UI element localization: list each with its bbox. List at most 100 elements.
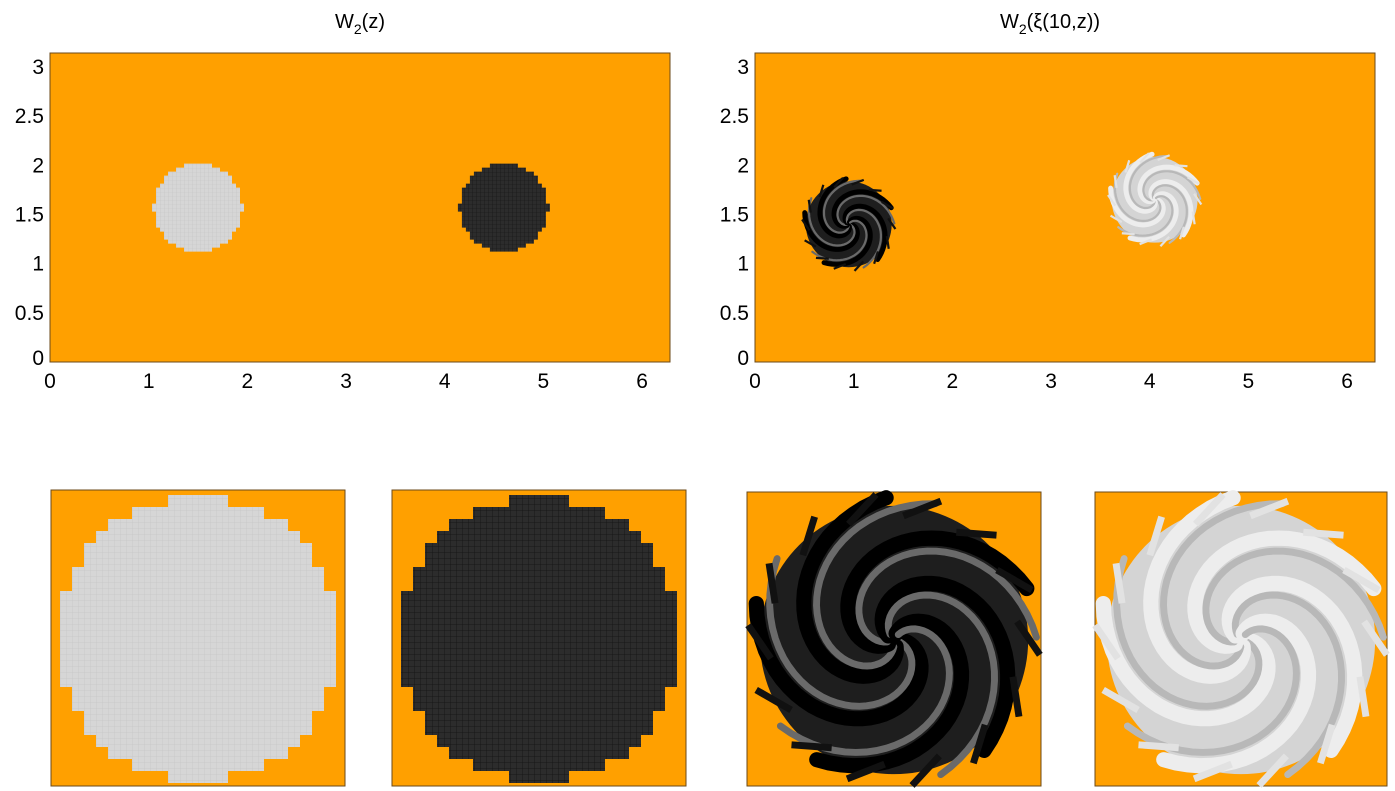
zoom-inset-3-swirl-fringe (1014, 619, 1043, 657)
chart-0-x-tick-label: 5 (538, 370, 550, 393)
chart-0-y-tick-label: 2.5 (15, 105, 44, 128)
zoom-inset-3-swirl-arm (809, 613, 970, 774)
chart-1-region-1-swirl-arm (1142, 170, 1202, 202)
chart-0-x-tick-label: 3 (340, 370, 352, 393)
chart-1-region-1-swirl-fringe (1139, 152, 1150, 164)
zoom-inset-4-swirl-fringe (1356, 676, 1370, 718)
chart-1-region-0-swirl-fringe (833, 262, 847, 270)
chart-1-region-0-swirl-fringe (807, 199, 812, 213)
chart-1-x-tick-label: 3 (1045, 370, 1057, 393)
zoom-inset-4-swirl-fringe (1192, 760, 1233, 783)
zoom-inset-3-swirl-arm (840, 530, 1035, 654)
chart-1-y-tick-label: 3 (737, 56, 749, 79)
chart-left-regions (152, 163, 550, 252)
chart-1-region-0-swirl-fringe (887, 217, 897, 230)
zoom-insets (50, 489, 1390, 788)
zoom-inset-4-swirl-arm (1187, 530, 1382, 654)
zoom-inset-3-swirl-arm (855, 547, 1040, 646)
chart-1-region-1-swirl-arm (1137, 164, 1200, 205)
chart-1-region-0-swirl-arm (831, 189, 894, 229)
zoom-inset-3-swirl-fringe (902, 497, 943, 520)
chart-1-region-1-swirl-fringe (1109, 214, 1123, 224)
zoom-inset-3-swirl-fringe (846, 492, 879, 527)
zoom-inset-3-swirl-arm (813, 500, 939, 670)
zoom-inset-4-swirl-fringe (1146, 515, 1165, 557)
zoom-inset-1 (50, 489, 346, 787)
chart-0-y-tick-label: 1.5 (15, 203, 44, 226)
zoom-inset-4-swirl-fringe (1092, 623, 1121, 661)
chart-0-y-tick-label: 2 (32, 154, 44, 177)
chart-1-region-1-swirl-fringe (1121, 232, 1135, 236)
chart-1-region-0-swirl-arm (821, 215, 873, 267)
chart-0-x-tick-label: 4 (439, 370, 451, 393)
zoom-inset-4-swirl-arm (1095, 595, 1276, 727)
zoom-inset-4-swirl-fringe (1101, 686, 1140, 714)
chart-0-y-tick-label: 0 (32, 347, 44, 370)
chart-1-y-tick-label: 1 (737, 253, 749, 276)
chart-1-region-0-swirl-arm (802, 210, 860, 252)
chart-left-y-axis: 0 0.5 1 1.5 2 2.5 3 (15, 56, 44, 370)
chart-1-region-1-swirl-arm (1123, 151, 1158, 214)
zoom-inset-4-swirl-arm (1113, 555, 1263, 710)
chart-1-region-1-swirl-fringe (1124, 159, 1131, 173)
chart-1-region-0-swirl-fringe (853, 260, 865, 272)
zoom-inset-3-swirl-fringe (956, 528, 997, 539)
chart-1-region-1-swirl-fringe (1191, 211, 1196, 225)
chart-1-region-1-swirl-arm (1128, 154, 1170, 210)
chart-1-x-tick-label: 6 (1341, 370, 1353, 393)
zoom-inset-4-swirl-fringe (1361, 619, 1390, 657)
chart-1-region-1-swirl-fringe (1159, 236, 1170, 248)
chart-1-region-0-swirl-fringe (885, 235, 890, 249)
zoom-inset-4-swirl-arm (1156, 613, 1317, 774)
chart-right-x-axis: 0 1 2 3 4 5 6 (749, 370, 1353, 393)
chart-0-y-tick-label: 0.5 (15, 302, 44, 325)
zoom-inset-4-swirl-fringe (1317, 723, 1336, 765)
chart-0-region-0-disk (152, 163, 244, 252)
zoom-inset-4-swirl-fringe (1303, 528, 1344, 539)
chart-1-region-0-swirl-fringe (873, 251, 879, 265)
chart-0-x-tick-label: 6 (636, 370, 648, 393)
chart-1-region-1-swirl-fringe (1193, 193, 1203, 206)
zoom-inset-3-swirl-fringe (909, 753, 942, 788)
chart-1-region-0-swirl-fringe (815, 256, 829, 260)
chart-1-region-0-swirl-arm (811, 219, 868, 262)
zoom-inset-3-swirl-fringe (845, 760, 886, 783)
chart-right-regions (801, 151, 1203, 272)
zoom-inset-4-swirl-fringe (1342, 566, 1381, 594)
chart-1-x-tick-label: 0 (749, 370, 761, 393)
zoom-inset-4-swirl-arm (1160, 500, 1286, 670)
chart-1-region-0-swirl-fringe (851, 178, 865, 186)
zoom-inset-4-swirl-arm (1221, 575, 1363, 759)
zoom-inset-3-swirl-fringe (765, 562, 779, 604)
zoom-inset-3-swirl-arm (796, 490, 904, 684)
chart-1-y-tick-label: 2.5 (720, 105, 749, 128)
chart-0-x-tick-label: 2 (242, 370, 254, 393)
zoom-inset-4 (1092, 490, 1390, 788)
zoom-inset-4-swirl-fringe (1249, 497, 1290, 520)
chart-1-x-tick-label: 2 (947, 370, 959, 393)
chart-1-y-tick-label: 1.5 (720, 203, 749, 226)
zoom-inset-4-swirl-arm (1123, 625, 1300, 756)
chart-1-region-0-swirl-arm (842, 203, 888, 263)
chart-1-region-1-swirl-arm (1117, 195, 1174, 237)
zoom-inset-4-swirl-fringe (1112, 562, 1126, 604)
chart-1-region-0-swirl-arm (845, 208, 883, 269)
zoom-inset-3-swirl-fringe (1009, 676, 1023, 718)
zoom-inset-4-swirl-arm (1143, 490, 1251, 684)
chart-right-y-axis: 0 0.5 1 1.5 2 2.5 3 (720, 56, 749, 370)
zoom-inset-4-swirl-fringe (1256, 753, 1289, 788)
chart-1-region-0-swirl-arm (836, 194, 896, 227)
chart-0-y-tick-label: 1 (32, 253, 44, 276)
chart-right-title: W2(ξ(10,z)) (1000, 11, 1100, 37)
chart-1-region-0-swirl-fringe (833, 176, 844, 188)
chart-0-y-tick-label: 3 (32, 56, 44, 79)
zoom-inset-2 (391, 489, 687, 787)
chart-1-x-tick-label: 5 (1243, 370, 1255, 393)
zoom-inset-4-swirl-arm (1202, 547, 1387, 646)
chart-1-region-1-swirl-arm (1148, 179, 1194, 238)
zoom-inset-3-swirl-fringe (791, 741, 832, 752)
chart-1-region-0-swirl-fringe (881, 200, 894, 210)
chart-left-x-axis: 0 1 2 3 4 5 6 (44, 370, 648, 393)
chart-1-x-tick-label: 1 (848, 370, 860, 393)
